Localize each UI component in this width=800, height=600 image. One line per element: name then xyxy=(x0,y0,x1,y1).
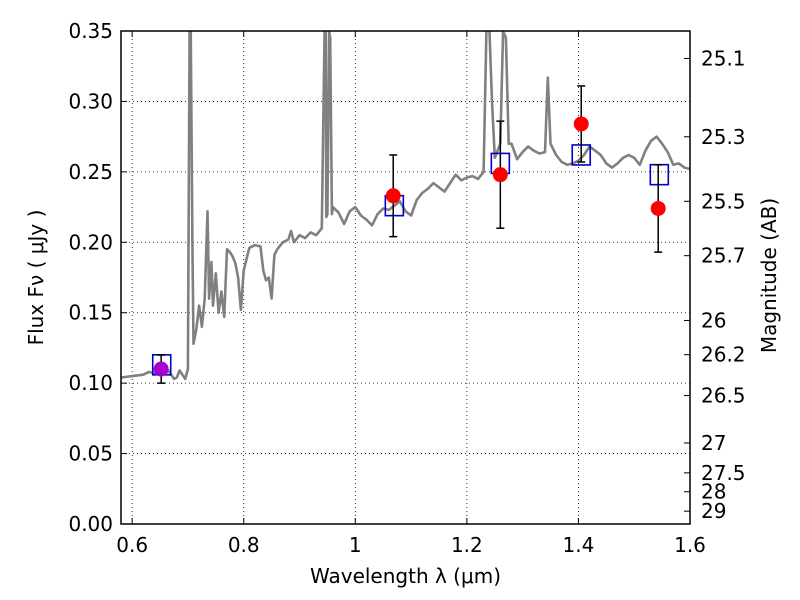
x-tick-label: 1 xyxy=(349,533,362,557)
x-axis-title: Wavelength λ (μm) xyxy=(310,564,501,588)
mag-tick-label: 28 xyxy=(701,480,726,504)
model-band-square xyxy=(649,163,670,186)
y-axis-right-title: Magnitude (AB) xyxy=(757,198,781,353)
mag-tick-label: 26 xyxy=(701,308,726,332)
y-tick-label: 0.00 xyxy=(68,512,113,536)
x-tick-label: 1.2 xyxy=(451,533,483,557)
mag-tick-label: 25.3 xyxy=(701,125,746,149)
y-tick-label: 0.35 xyxy=(68,19,113,43)
sed-line xyxy=(121,31,690,381)
y-tick-label: 0.15 xyxy=(68,301,113,325)
data-point xyxy=(492,167,508,183)
plot-area xyxy=(121,31,690,384)
mag-tick-label: 27 xyxy=(701,431,726,455)
grid xyxy=(121,31,690,524)
mag-tick-label: 27.5 xyxy=(701,461,746,485)
mag-tick-label: 26.2 xyxy=(701,343,746,367)
mag-tick-label: 29 xyxy=(701,499,726,523)
plot-clip-group xyxy=(121,31,690,384)
y-tick-label: 0.10 xyxy=(68,371,113,395)
data-point xyxy=(153,361,169,377)
y-axis-title: Flux Fν ( μJy ) xyxy=(24,210,48,346)
data-point xyxy=(650,200,666,216)
data-point xyxy=(385,188,401,204)
mag-tick-label: 25.7 xyxy=(701,244,746,268)
y-tick-label: 0.25 xyxy=(68,160,113,184)
mag-tick-label: 25.5 xyxy=(701,189,746,213)
mag-tick-label: 25.1 xyxy=(701,46,746,70)
y-tick-label: 0.30 xyxy=(68,89,113,113)
x-tick-label: 0.8 xyxy=(228,533,260,557)
ticks: 0.6 0.8 1 1.2 1.4 1.6 0.00 0.05 0.10 0.15 0.20 0.25… xyxy=(68,19,745,557)
axes-frame xyxy=(120,30,691,525)
x-tick-label: 1.4 xyxy=(563,533,595,557)
data-point xyxy=(573,116,589,132)
y-tick-label: 0.20 xyxy=(68,230,113,254)
y-tick-label: 0.05 xyxy=(68,442,113,466)
x-tick-label: 1.6 xyxy=(674,533,706,557)
x-tick-label: 0.6 xyxy=(116,533,148,557)
mag-tick-label: 26.5 xyxy=(701,384,746,408)
